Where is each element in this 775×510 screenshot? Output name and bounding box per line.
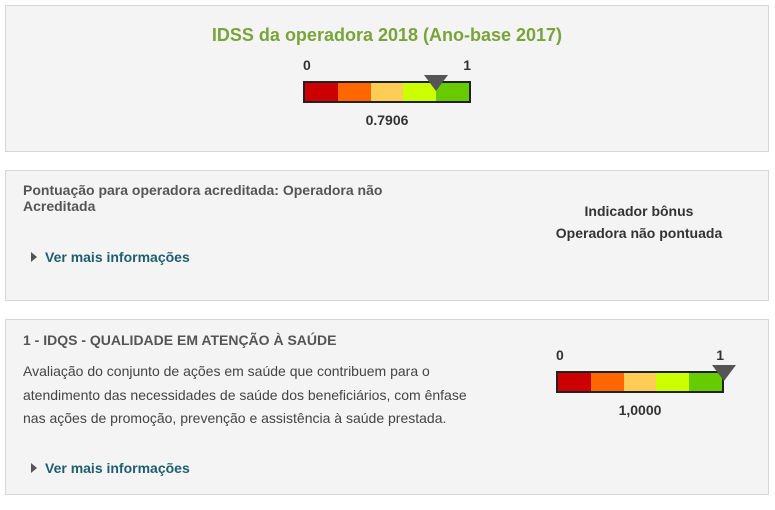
gauge-segment bbox=[590, 373, 624, 391]
idqs-panel: 1 - IDQS - QUALIDADE EM ATENÇÃO À SAÚDE … bbox=[5, 319, 769, 495]
gauge-segment bbox=[623, 373, 657, 391]
acreditada-panel: Pontuação para operadora acreditada: Ope… bbox=[5, 170, 769, 301]
idss-gauge: 0 1 0.7906 bbox=[303, 57, 471, 137]
caret-right-icon bbox=[31, 463, 37, 473]
idss-title: IDSS da operadora 2018 (Ano-base 2017) bbox=[211, 25, 563, 45]
gauge-min-label: 0 bbox=[556, 347, 564, 363]
more-info-label: Ver mais informações bbox=[45, 460, 190, 476]
gauge-bar bbox=[556, 371, 724, 393]
bonus-indicator: Indicador bônus Operadora não pontuada bbox=[539, 200, 739, 244]
idqs-title: 1 - IDQS - QUALIDADE EM ATENÇÃO À SAÚDE bbox=[23, 332, 337, 348]
gauge-value: 1,0000 bbox=[618, 402, 662, 418]
caret-right-icon bbox=[31, 252, 37, 262]
acreditada-more-info-link[interactable]: Ver mais informações bbox=[31, 249, 190, 265]
idqs-description: Avaliação do conjunto de ações em saúde … bbox=[23, 363, 467, 426]
more-info-label: Ver mais informações bbox=[45, 249, 190, 265]
gauge-min-label: 0 bbox=[303, 57, 311, 73]
bonus-label: Indicador bônus bbox=[584, 203, 694, 219]
gauge-segment bbox=[656, 373, 690, 391]
gauge-segment bbox=[337, 83, 371, 101]
gauge-marker-icon bbox=[423, 75, 448, 91]
gauge-segment bbox=[558, 373, 591, 391]
idqs-more-info-link[interactable]: Ver mais informações bbox=[31, 460, 190, 476]
gauge-segment bbox=[370, 83, 404, 101]
gauge-max-label: 1 bbox=[463, 57, 471, 73]
bonus-status: Operadora não pontuada bbox=[555, 225, 723, 241]
gauge-value: 0.7906 bbox=[365, 112, 409, 128]
gauge-max-label: 1 bbox=[716, 347, 724, 363]
acreditada-title: Pontuação para operadora acreditada: Ope… bbox=[23, 182, 383, 214]
gauge-segment bbox=[305, 83, 338, 101]
gauge-marker-icon bbox=[712, 365, 736, 381]
idss-panel: IDSS da operadora 2018 (Ano-base 2017) 0… bbox=[5, 5, 769, 152]
idqs-gauge: 0 1 1,0000 bbox=[556, 347, 736, 427]
